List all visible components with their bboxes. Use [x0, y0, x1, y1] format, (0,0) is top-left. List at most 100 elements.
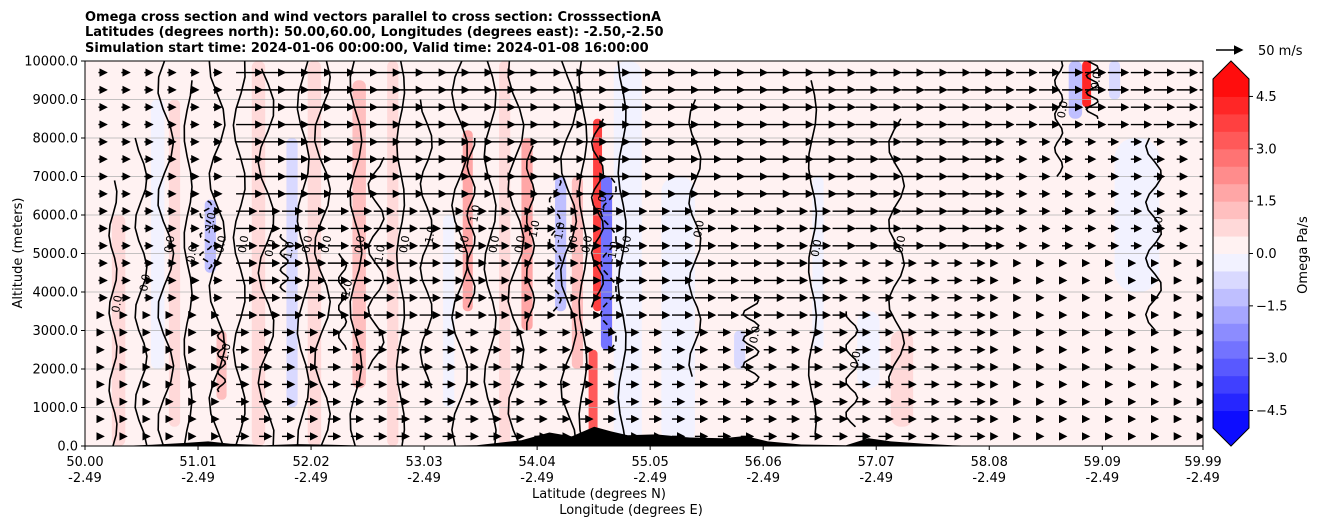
contour-label: 0.0: [848, 350, 864, 369]
colorbar-tick-label: 0.0: [1256, 247, 1277, 262]
terrain-profile: [85, 426, 1203, 446]
colorbar-label: Omega Pa/s: [1296, 216, 1311, 294]
y-tick-label: 4000.0: [33, 286, 79, 301]
omega-band: [661, 176, 695, 446]
x-tick-label-lat: 56.06: [745, 455, 782, 470]
omega-band: [706, 99, 718, 446]
y-axis: 0.0 1000.0 2000.0 3000.0 4000.0 5000.0 6000.0 7…: [24, 55, 85, 455]
chart-title-line-2: Latitudes (degrees north): 50.00,60.00, …: [85, 25, 664, 40]
y-tick-label: 3000.0: [33, 324, 79, 339]
x-tick-label-lon: -2.49: [633, 471, 667, 486]
x-tick-label-lat: 57.07: [858, 455, 895, 470]
y-tick-label: 2000.0: [33, 363, 79, 378]
contour-line: [216, 329, 227, 393]
quiver-key: 50 m/s: [1216, 44, 1303, 59]
colorbar-segment: [1213, 253, 1249, 272]
contour-label: 0.0: [486, 235, 502, 254]
x-tick-label-lon: -2.49: [294, 471, 328, 486]
y-tick-label: 9000.0: [33, 93, 79, 108]
x-tick-label-lon: -2.49: [181, 471, 215, 486]
x-tick-label-lat: 52.02: [292, 455, 329, 470]
wind-vector-field: [96, 68, 1203, 441]
quiver-key-label: 50 m/s: [1258, 44, 1303, 59]
colorbar-segment: [1213, 270, 1249, 289]
x-axis-label: Latitude (degrees N): [532, 487, 666, 502]
x-tick-label-lon: -2.49: [1085, 471, 1119, 486]
colorbar-segment: [1213, 166, 1249, 185]
y-tick-label: 5000.0: [33, 247, 79, 262]
contour-line: [108, 180, 118, 446]
colorbar-segment: [1213, 96, 1249, 115]
contour-line: [199, 198, 213, 270]
colorbar-segment: [1213, 113, 1249, 132]
y-tick-label: 1000.0: [33, 401, 79, 416]
x-tick-label-lat: 59.99: [1184, 455, 1221, 470]
contour-line: [887, 118, 906, 389]
colorbar-segment: [1213, 236, 1249, 254]
colorbar-segment: [1213, 323, 1249, 342]
colorbar-segment: [1213, 79, 1249, 97]
y-tick-label: 8000.0: [33, 132, 79, 147]
chart-title-line-1: Omega cross section and wind vectors par…: [85, 10, 661, 25]
x-tick-label-lat: 54.04: [519, 455, 556, 470]
colorbar: 4.5 3.0 1.5 0.0 −1.5 −3.0 −4.5: [1212, 60, 1288, 447]
omega-band: [929, 349, 964, 446]
colorbar-segment: [1213, 340, 1249, 359]
terrain-fill: [85, 426, 1203, 446]
colorbar-extend-bottom: [1213, 428, 1249, 446]
colorbar-segment: [1213, 305, 1249, 324]
chart-title-line-3: Simulation start time: 2024-01-06 00:00:…: [85, 41, 649, 56]
colorbar-tick-label: −4.5: [1256, 404, 1288, 419]
contour-line: [419, 99, 433, 389]
x-tick-label-lat: 51.01: [179, 455, 216, 470]
colorbar-tick-label: −1.5: [1256, 299, 1288, 314]
contour-line: [1053, 61, 1064, 177]
x-tick-label-lon: -2.49: [859, 471, 893, 486]
y-axis-label: Altitude (meters): [11, 198, 26, 309]
contour-label: 0.0: [579, 235, 595, 254]
contour-label: 0.0: [109, 294, 125, 313]
colorbar-segment: [1213, 410, 1249, 429]
contour-label: 1.0: [218, 342, 234, 361]
x-tick-label-lat: 55.05: [632, 455, 669, 470]
omega-band: [204, 199, 216, 273]
x-tick-label-lon: -2.49: [68, 471, 102, 486]
colorbar-tick-label: −3.0: [1256, 352, 1288, 367]
colorbar-segment: [1213, 148, 1249, 167]
omega-band: [1108, 61, 1121, 100]
y-tick-label: 10000.0: [24, 55, 78, 70]
omega-filled-contours: [111, 61, 1171, 446]
colorbar-tick-label: 4.5: [1256, 90, 1277, 105]
contour-label: 0.0: [512, 235, 528, 254]
y-tick-label: 7000.0: [33, 170, 79, 185]
x-tick-label-lat: 59.09: [1084, 455, 1121, 470]
colorbar-tick-label: 3.0: [1256, 142, 1277, 157]
colorbar-segment: [1213, 183, 1249, 202]
contour-label: 0.0: [397, 235, 413, 254]
x-tick-label-lon: -2.49: [520, 471, 554, 486]
y-tick-label: 0.0: [57, 440, 78, 455]
colorbar-extend-top: [1213, 61, 1249, 79]
x-axis-label-2: Longitude (degrees E): [559, 503, 703, 518]
contour-line: [466, 137, 476, 308]
x-tick-label-lat: 50.00: [66, 455, 103, 470]
omega-band: [151, 99, 165, 369]
colorbar-segment: [1213, 375, 1249, 394]
x-tick-label-lat: 53.03: [405, 455, 442, 470]
contour-line: [134, 137, 148, 446]
x-tick-label-lat: 58.08: [971, 455, 1008, 470]
horizontal-gridlines: [85, 99, 1203, 408]
colorbar-segment: [1213, 358, 1249, 377]
omega-band: [286, 138, 298, 408]
colorbar-tick-label: 1.5: [1256, 195, 1277, 210]
contour-label: 1.0: [372, 244, 388, 263]
contour-label: 0.0: [236, 235, 252, 254]
x-tick-label-lon: -2.49: [746, 471, 780, 486]
omega-band: [555, 176, 567, 312]
y-tick-label: 6000.0: [33, 209, 79, 224]
omega-band: [890, 330, 914, 427]
contour-line: [845, 311, 859, 428]
contour-line: [257, 68, 275, 446]
x-axis: 50.00-2.4951.01-2.4952.02-2.4953.03-2.49…: [66, 446, 1222, 486]
x-tick-label-lon: -2.49: [407, 471, 441, 486]
